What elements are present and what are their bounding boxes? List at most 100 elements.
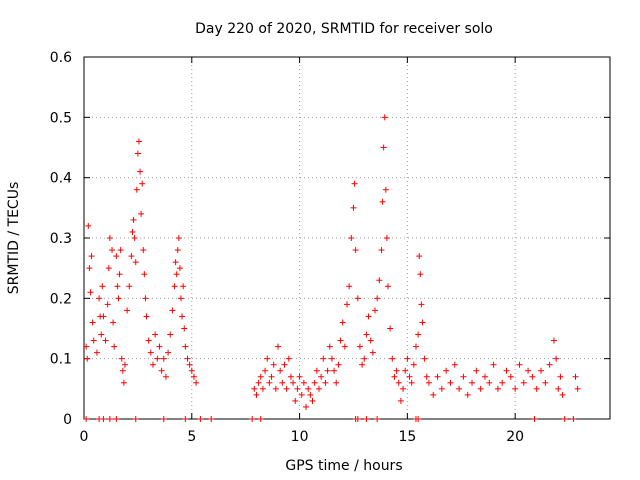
data-point [354, 295, 361, 302]
data-point [259, 385, 266, 392]
data-point [115, 295, 122, 302]
data-point [188, 367, 195, 374]
data-point [129, 228, 136, 235]
data-point [294, 385, 301, 392]
data-point [132, 416, 139, 422]
data-point [126, 283, 133, 290]
data-point [418, 301, 425, 308]
data-point [397, 397, 404, 404]
data-point [507, 373, 514, 380]
data-point [460, 373, 467, 380]
y-tick-label: 0.4 [50, 171, 72, 187]
data-point [408, 379, 415, 386]
data-point [348, 235, 355, 241]
data-point [443, 367, 450, 374]
y-tick-labels: 0 0.1 0.2 0.3 0.4 0.5 0.6 [50, 50, 72, 428]
data-point [264, 355, 271, 362]
data-point [387, 325, 394, 332]
data-point [160, 416, 167, 422]
data-point [253, 391, 260, 398]
data-point [406, 373, 413, 380]
data-point [473, 367, 480, 374]
data-point [393, 367, 400, 374]
y-axis-label: SRMTID / TECUs [6, 182, 22, 295]
data-point [116, 271, 123, 278]
data-point [102, 337, 109, 344]
data-point [361, 355, 368, 362]
data-point [337, 337, 344, 344]
data-point [395, 379, 402, 386]
data-point [351, 180, 358, 187]
data-point [99, 283, 106, 290]
data-point [363, 416, 370, 422]
data-point [423, 373, 430, 380]
x-tick-labels: 0 5 10 15 20 [80, 429, 525, 445]
data-point [117, 247, 124, 254]
data-point [382, 186, 389, 193]
data-point [425, 379, 432, 386]
data-point [381, 114, 388, 121]
data-point [113, 416, 120, 422]
data-point [172, 259, 179, 266]
data-point [131, 235, 138, 241]
data-point [477, 385, 484, 392]
data-point [158, 367, 165, 374]
y-tick-label: 0.6 [50, 50, 72, 66]
data-point [354, 416, 361, 422]
data-point [320, 355, 327, 362]
data-point [369, 349, 376, 356]
data-point [529, 373, 536, 380]
data-point [190, 373, 197, 380]
data-point [83, 343, 90, 350]
data-point [100, 313, 107, 320]
data-point [356, 343, 363, 350]
data-point [88, 253, 95, 260]
data-point [152, 331, 159, 338]
data-point [86, 265, 93, 272]
data-point [400, 385, 407, 392]
data-point [160, 355, 167, 362]
x-axis-label: GPS time / hours [285, 458, 402, 474]
data-point [341, 343, 348, 350]
data-point [93, 349, 100, 356]
data-point [350, 204, 357, 211]
data-point [262, 367, 269, 374]
data-point [257, 373, 264, 380]
data-point [186, 361, 193, 368]
data-point [434, 373, 441, 380]
data-point [311, 379, 318, 386]
data-point [182, 416, 189, 422]
data-point [419, 319, 426, 326]
data-point [184, 355, 191, 362]
data-point [257, 416, 264, 422]
data-point [268, 373, 275, 380]
y-tick-label: 0.1 [50, 352, 72, 368]
data-point [110, 319, 117, 326]
data-point [162, 373, 169, 380]
data-point [555, 385, 562, 392]
data-point [285, 355, 292, 362]
data-point [139, 180, 146, 187]
data-point [277, 367, 284, 374]
data-point [128, 253, 135, 260]
data-point [346, 283, 353, 290]
data-point [416, 253, 423, 260]
data-point [100, 416, 107, 422]
data-point [572, 373, 579, 380]
data-point [380, 144, 387, 151]
data-point [531, 416, 538, 422]
data-point [352, 247, 359, 254]
data-point [290, 379, 297, 386]
data-point [106, 416, 113, 422]
data-point [119, 367, 126, 374]
data-point [171, 283, 178, 290]
data-point [402, 367, 409, 374]
data-point [137, 168, 144, 175]
y-tick-label: 0 [63, 412, 72, 428]
data-point [140, 247, 147, 254]
data-point [272, 385, 279, 392]
data-point [85, 222, 92, 229]
data-point [415, 331, 422, 338]
data-point [105, 265, 112, 272]
data-point [114, 283, 121, 290]
